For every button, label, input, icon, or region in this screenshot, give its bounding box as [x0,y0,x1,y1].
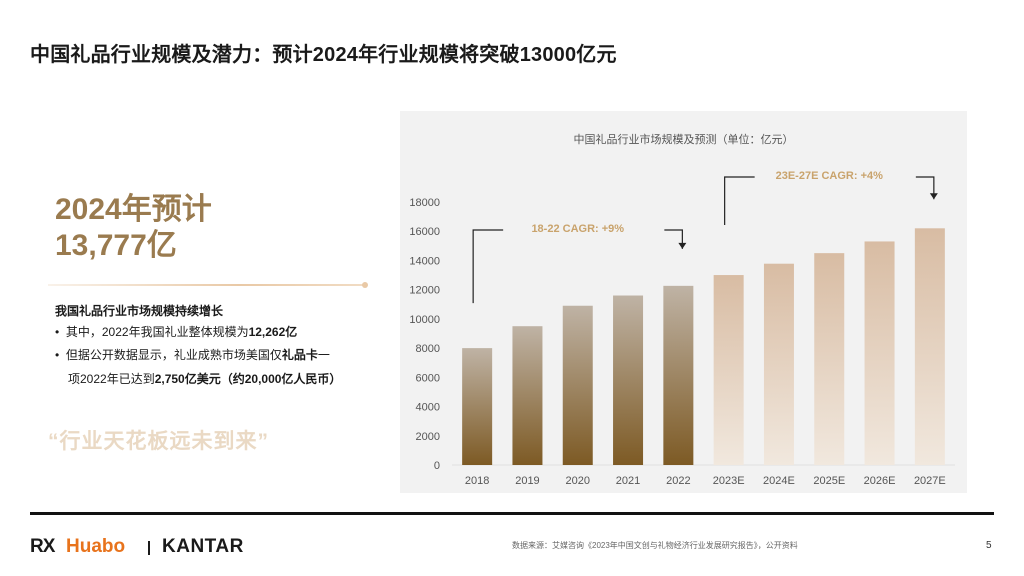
y-tick-label: 2000 [416,431,440,443]
quote-text: “行业天花板远未到来” [48,430,269,453]
x-tick-label: 2022 [666,475,690,487]
y-tick-label: 18000 [409,197,440,209]
y-tick-label: 14000 [409,255,440,267]
bar-2027E [914,228,945,465]
kantar-logo: KANTAR [162,536,244,557]
x-tick-label: 2025E [813,475,845,487]
bar-2026E [864,241,895,465]
bullet-2-text: 但据公开数据显示，礼业成熟市场美国仅 [65,348,282,362]
y-tick-label: 16000 [409,226,440,238]
divider-dot [362,282,368,288]
bullet-2: • 但据公开数据显示，礼业成熟市场美国仅礼品卡一 [55,347,330,363]
x-tick-label: 2024E [763,475,795,487]
y-tick-label: 12000 [409,285,440,297]
cagr-bracket-right [915,176,935,200]
y-tick-label: 6000 [416,372,440,384]
bar-2025E [814,253,845,465]
summary-heading: 我国礼品行业市场规模持续增长 [55,304,224,318]
y-tick-label: 4000 [416,402,440,414]
bullet-2-bold: 礼品卡 [281,348,318,362]
bar-2021 [613,295,644,465]
cagr-arrowhead [929,193,938,200]
bullet-2-continued: 项2022年已达到2,750亿美元（约20,000亿人民币） [68,371,341,387]
cagr-label: 23E-27E CAGR: +4% [776,170,884,182]
bullet-1-bold: 12,262亿 [248,325,298,339]
highlight-year: 2024年预计 [55,193,212,226]
cagr-arrowhead [678,242,687,249]
y-tick-label: 0 [434,460,440,472]
bullet-2-tail: 一 [317,348,330,362]
page-number: 5 [986,540,992,551]
rx-logo: RX [30,536,55,557]
chart-title: 中国礼品行业市场规模及预测（单位：亿元） [573,134,794,146]
logo-separator [148,541,150,555]
huabo-logo: Huabo [66,536,126,557]
footer-rule [30,512,994,515]
cagr-bracket-right [664,229,683,249]
cagr-bracket-left [724,176,755,226]
bullet-1: • 其中，2022年我国礼业整体规模为12,262亿 [55,324,297,340]
page-title: 中国礼品行业规模及潜力：预计2024年行业规模将突破13000亿元 [30,44,617,66]
bar-2024E [763,263,794,465]
bullet-1-text: 其中，2022年我国礼业整体规模为 [65,325,249,339]
highlight-value: 13,777亿 [55,229,177,262]
bar-2020 [562,305,593,465]
y-tick-label: 10000 [409,314,440,326]
x-tick-label: 2020 [566,475,590,487]
x-tick-label: 2021 [616,475,640,487]
bullet-3-bold: 2,750亿美元（约20,000亿人民币） [154,372,342,386]
source-note: 数据来源：艾媒咨询《2023年中国文创与礼物经济行业发展研究报告》，公开资料 [512,541,798,550]
bullet-dot: • [55,348,60,362]
x-tick-label: 2019 [515,475,539,487]
x-tick-label: 2023E [713,475,745,487]
x-tick-label: 2026E [864,475,896,487]
x-tick-label: 2027E [914,475,946,487]
bar-2022 [663,285,694,465]
bullet-dot: • [55,325,60,339]
bar-2018 [462,348,493,465]
y-tick-label: 8000 [416,343,440,355]
bar-2023E [713,275,744,465]
bar-2019 [512,326,543,465]
cagr-bracket-left [472,229,504,304]
cagr-label: 18-22 CAGR: +9% [531,223,624,235]
bullet-3-text: 项2022年已达到 [68,372,155,386]
divider-line [48,284,366,286]
x-tick-label: 2018 [465,475,489,487]
